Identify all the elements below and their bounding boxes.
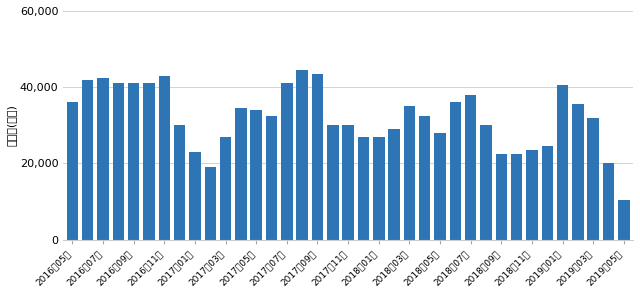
Bar [296, 70, 308, 240]
Bar [143, 83, 155, 240]
Bar [189, 152, 201, 240]
Bar [220, 137, 231, 240]
Bar [388, 129, 400, 240]
Bar [588, 118, 599, 240]
Bar [465, 95, 476, 240]
Bar [266, 116, 277, 240]
Bar [159, 76, 170, 240]
Bar [480, 125, 492, 240]
Bar [250, 110, 262, 240]
Bar [450, 103, 461, 240]
Bar [603, 163, 614, 240]
Bar [205, 167, 216, 240]
Bar [82, 80, 93, 240]
Bar [618, 200, 630, 240]
Bar [541, 146, 553, 240]
Bar [495, 154, 507, 240]
Bar [235, 108, 246, 240]
Bar [67, 103, 78, 240]
Bar [419, 116, 431, 240]
Y-axis label: 거래량(건수): 거래량(건수) [7, 104, 17, 146]
Bar [511, 154, 522, 240]
Bar [327, 125, 339, 240]
Bar [312, 74, 323, 240]
Bar [128, 83, 140, 240]
Bar [373, 137, 385, 240]
Bar [358, 137, 369, 240]
Bar [342, 125, 354, 240]
Bar [97, 78, 109, 240]
Bar [113, 83, 124, 240]
Bar [526, 150, 538, 240]
Bar [435, 133, 446, 240]
Bar [174, 125, 186, 240]
Bar [557, 85, 568, 240]
Bar [572, 104, 584, 240]
Bar [281, 83, 292, 240]
Bar [404, 106, 415, 240]
